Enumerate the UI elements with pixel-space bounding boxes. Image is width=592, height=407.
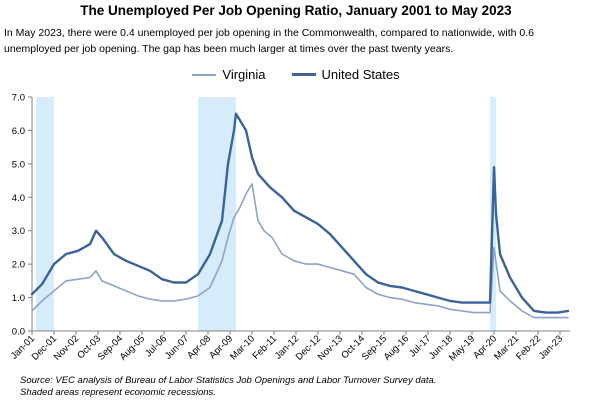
legend-swatch-virginia bbox=[192, 73, 217, 76]
x-tick-label: Apr-08 bbox=[185, 333, 213, 361]
source-note: Source: VEC analysis of Bureau of Labor … bbox=[20, 375, 436, 399]
x-tick-label: Nov-02 bbox=[52, 333, 81, 362]
series-line-virginia bbox=[31, 183, 569, 319]
x-tick-label: Aug-05 bbox=[118, 333, 147, 362]
x-tick-label: Jan-23 bbox=[537, 333, 565, 361]
line-chart: 0.01.02.03.04.05.06.07.0Jan-01Dec-01Nov-… bbox=[9, 93, 570, 364]
y-tick-label: 1.0 bbox=[12, 293, 25, 304]
legend-item-united-states: United States bbox=[291, 67, 400, 82]
y-tick-label: 5.0 bbox=[12, 159, 25, 170]
recession-band bbox=[198, 97, 236, 331]
x-tick-label: Jun-07 bbox=[163, 333, 191, 361]
y-tick-label: 3.0 bbox=[12, 226, 25, 237]
x-tick-label: Feb-11 bbox=[251, 333, 280, 362]
y-tick-label: 2.0 bbox=[12, 260, 25, 271]
series-line-united-states bbox=[30, 112, 570, 314]
recession-note: Shaded areas represent economic recessio… bbox=[20, 387, 216, 398]
y-tick-label: 6.0 bbox=[12, 126, 25, 137]
legend-swatch-united-states bbox=[291, 73, 316, 76]
source-line: Source: VEC analysis of Bureau of Labor … bbox=[20, 375, 437, 386]
x-tick-label: Aug-16 bbox=[382, 333, 411, 362]
x-tick-label: Feb-22 bbox=[514, 333, 543, 362]
y-tick-label: 0.0 bbox=[12, 327, 25, 338]
legend-label-united-states: United States bbox=[321, 67, 400, 82]
chart-title: The Unemployed Per Job Opening Ratio, Ja… bbox=[80, 3, 512, 18]
legend-label-virginia: Virginia bbox=[222, 67, 266, 82]
chart-subtitle: In May 2023, there were 0.4 unemployed p… bbox=[4, 27, 534, 55]
y-tick-label: 4.0 bbox=[12, 193, 25, 204]
legend-item-virginia: Virginia bbox=[192, 67, 266, 82]
x-tick-label: Mar-10 bbox=[228, 333, 257, 362]
legend: Virginia United States bbox=[0, 67, 592, 82]
x-tick-label: Nov-13 bbox=[316, 333, 345, 362]
y-tick-label: 7.0 bbox=[12, 93, 25, 104]
recession-band bbox=[36, 97, 54, 331]
